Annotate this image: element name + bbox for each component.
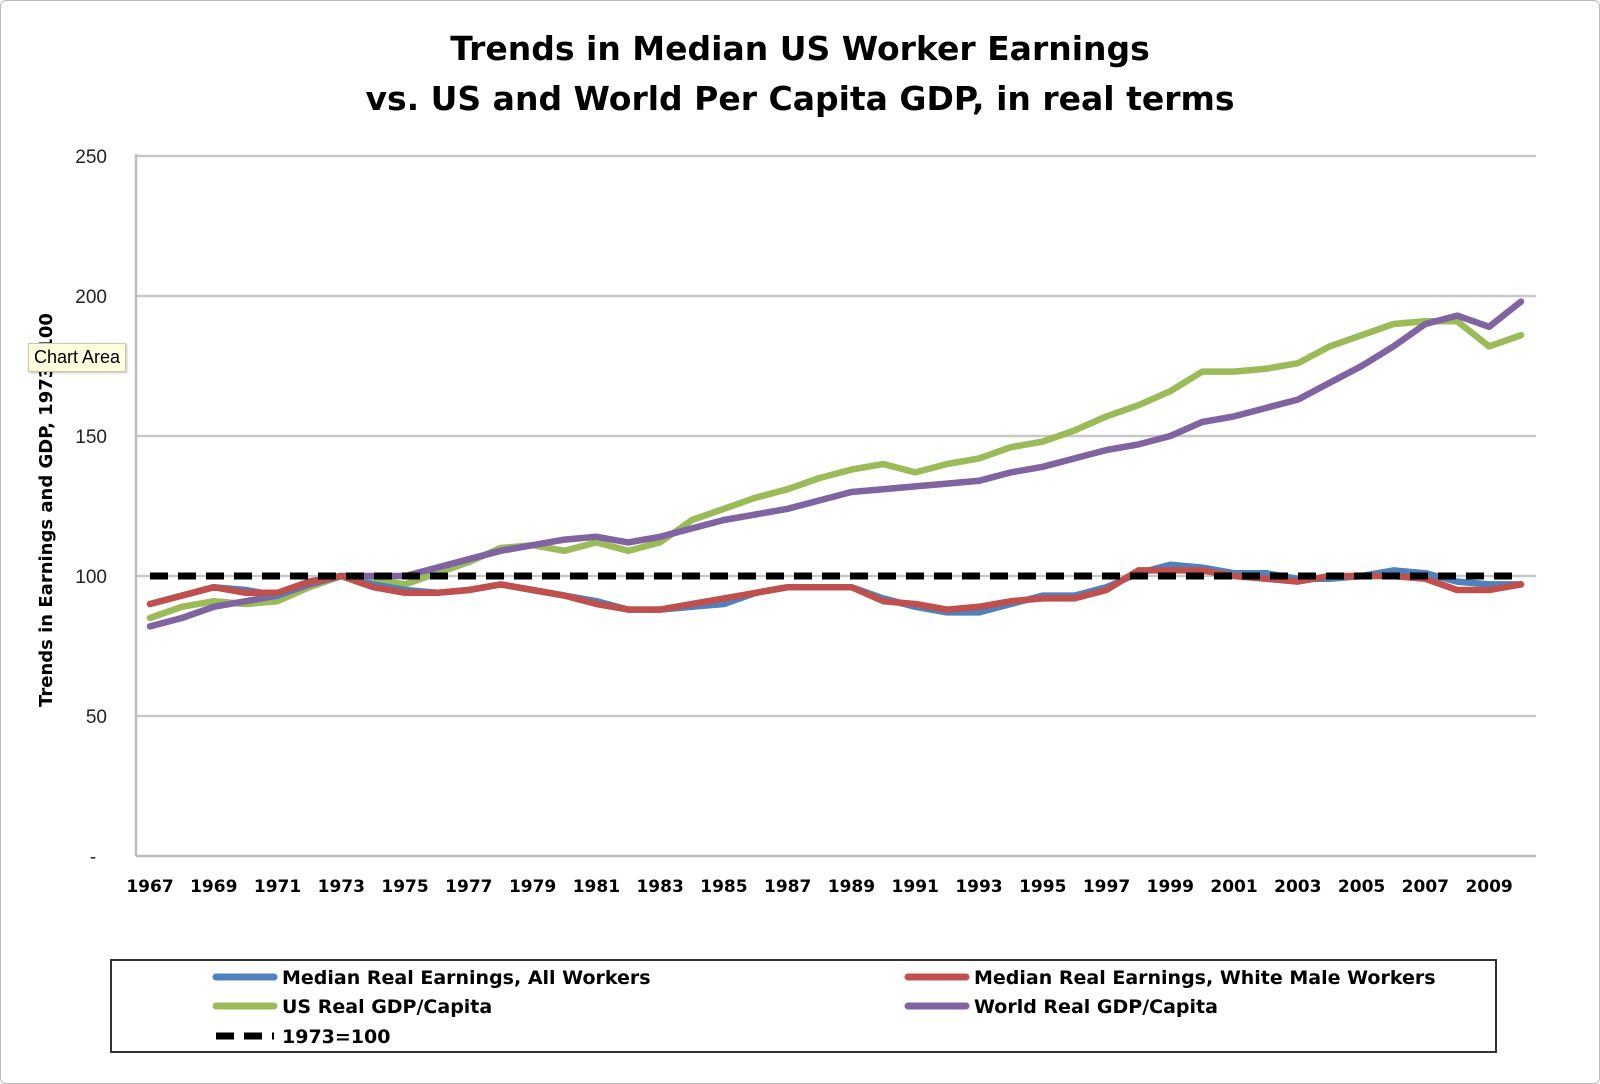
y-tick-label: 250 [75,147,107,168]
x-tick-label: 1987 [764,877,811,897]
series-line-median-real-earnings-white-male-workers[interactable] [146,567,1525,613]
legend-item-median-real-earnings-white-male-workers[interactable]: Median Real Earnings, White Male Workers [904,967,1436,989]
y-axis-label: Trends in Earnings and GDP, 1973=100 [36,313,57,707]
x-tick-label: 1981 [573,877,620,897]
legend-item-world-real-gdp-capita[interactable]: World Real GDP/Capita [904,996,1218,1018]
x-tick-label: 1997 [1083,877,1130,897]
legend-label: US Real GDP/Capita [282,996,492,1018]
chart-title-line-1: Trends in Median US Worker Earnings [450,29,1150,68]
y-tick-label: 100 [75,567,107,588]
legend-label: Median Real Earnings, White Male Workers [974,967,1436,989]
legend[interactable]: Median Real Earnings, All Workers Median … [110,959,1497,1053]
gridlines [136,154,1536,718]
legend-item-median-real-earnings-all-workers[interactable]: Median Real Earnings, All Workers [212,967,651,989]
x-tick-label: 2001 [1210,877,1257,897]
x-tick-label: 1979 [509,877,556,897]
legend-item-1973-100[interactable]: 1973=100 [216,1026,390,1048]
x-tick-label: 1973 [318,877,365,897]
x-axis-ticks: 1967 1969 1971 1973 1975 1977 1979 1981 1983 1985… [126,877,1512,897]
y-tick-label: - [90,847,96,868]
x-tick-label: 1977 [445,877,492,897]
x-tick-label: 1971 [254,877,301,897]
chart-title: Trends in Median US Worker Earnings vs. … [365,29,1234,118]
x-tick-label: 1967 [126,877,173,897]
legend-label: Median Real Earnings, All Workers [282,967,651,989]
legend-label: 1973=100 [282,1026,390,1048]
y-axis-ticks: - 50 100 150 200 250 [75,147,107,868]
legend-box [110,959,1497,1053]
chart-area-tooltip: Chart Area [28,343,127,372]
x-tick-label: 1999 [1147,877,1194,897]
y-tick-label: 50 [86,707,107,728]
x-tick-label: 1983 [636,877,683,897]
x-tick-label: 2009 [1465,877,1512,897]
x-tick-label: 1995 [1019,877,1066,897]
x-tick-label: 1985 [700,877,747,897]
x-tick-label: 1991 [892,877,939,897]
plot-area-series[interactable] [146,298,1525,630]
x-tick-label: 1993 [955,877,1002,897]
x-tick-label: 2003 [1274,877,1321,897]
series-line-us-real-gdp-capita[interactable] [146,317,1525,622]
x-tick-label: 2007 [1402,877,1449,897]
y-tick-label: 150 [75,427,107,448]
x-tick-label: 1975 [381,877,428,897]
legend-label: World Real GDP/Capita [974,996,1218,1018]
y-tick-label: 200 [75,287,107,308]
legend-item-us-real-gdp-capita[interactable]: US Real GDP/Capita [212,996,492,1018]
x-tick-label: 2005 [1338,877,1385,897]
x-tick-label: 1989 [828,877,875,897]
chart-title-line-2: vs. US and World Per Capita GDP, in real… [365,79,1234,118]
axes [134,154,1536,858]
x-tick-label: 1969 [190,877,237,897]
